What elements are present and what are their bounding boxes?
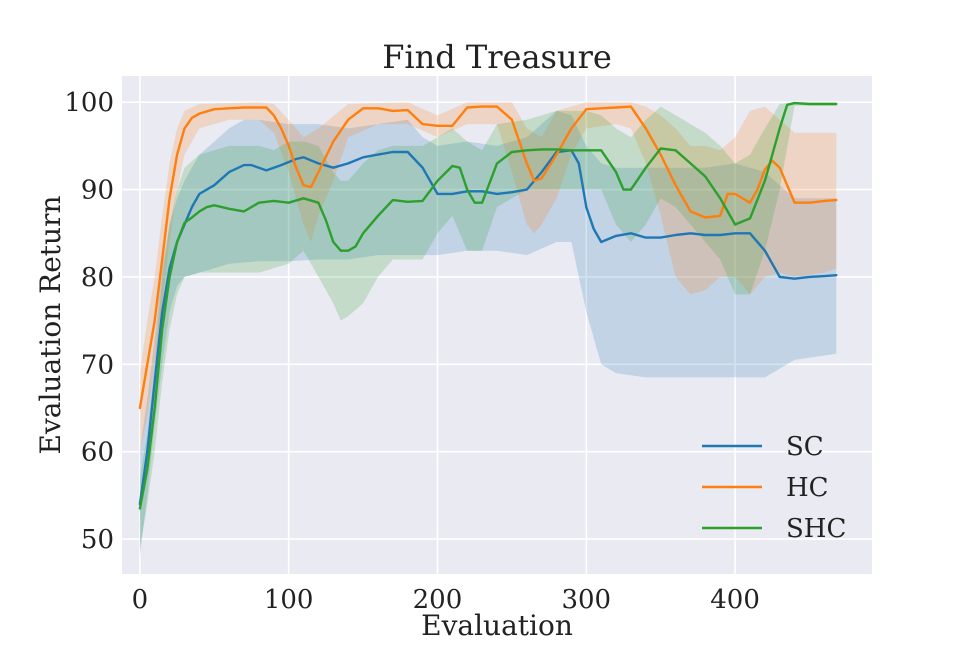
plot-background — [122, 76, 872, 574]
chart-title: Find Treasure — [382, 38, 612, 76]
x-tick-label: 300 — [561, 585, 611, 615]
line-hc — [138, 105, 838, 410]
y-tick-labels: 50 60 70 80 90 100 — [64, 88, 114, 555]
x-tick-label: 400 — [710, 585, 760, 615]
band-shc — [139, 102, 837, 548]
confidence-bands — [139, 102, 837, 557]
y-tick-label: 60 — [81, 438, 114, 468]
line-shc — [138, 101, 838, 510]
x-tick-label: 0 — [132, 585, 149, 615]
grid — [122, 76, 872, 574]
legend-label-sc: SC — [786, 432, 824, 462]
y-tick-label: 50 — [81, 525, 114, 555]
legend-label-hc: HC — [786, 473, 829, 503]
series-lines — [138, 101, 838, 510]
y-tick-label: 100 — [64, 88, 114, 118]
y-tick-label: 80 — [81, 263, 114, 293]
band-sc — [139, 110, 837, 557]
x-tick-label: 100 — [264, 585, 314, 615]
x-tick-labels: 0 100 200 300 400 — [132, 585, 760, 615]
x-axis-label: Evaluation — [421, 609, 573, 642]
legend-label-shc: SHC — [786, 514, 846, 544]
y-tick-label: 70 — [81, 350, 114, 380]
legend: SC HC SHC — [702, 432, 846, 544]
y-tick-label: 90 — [81, 176, 114, 206]
y-axis-label: Evaluation Return — [34, 196, 67, 455]
band-hc — [139, 102, 837, 452]
x-tick-label: 200 — [413, 585, 463, 615]
